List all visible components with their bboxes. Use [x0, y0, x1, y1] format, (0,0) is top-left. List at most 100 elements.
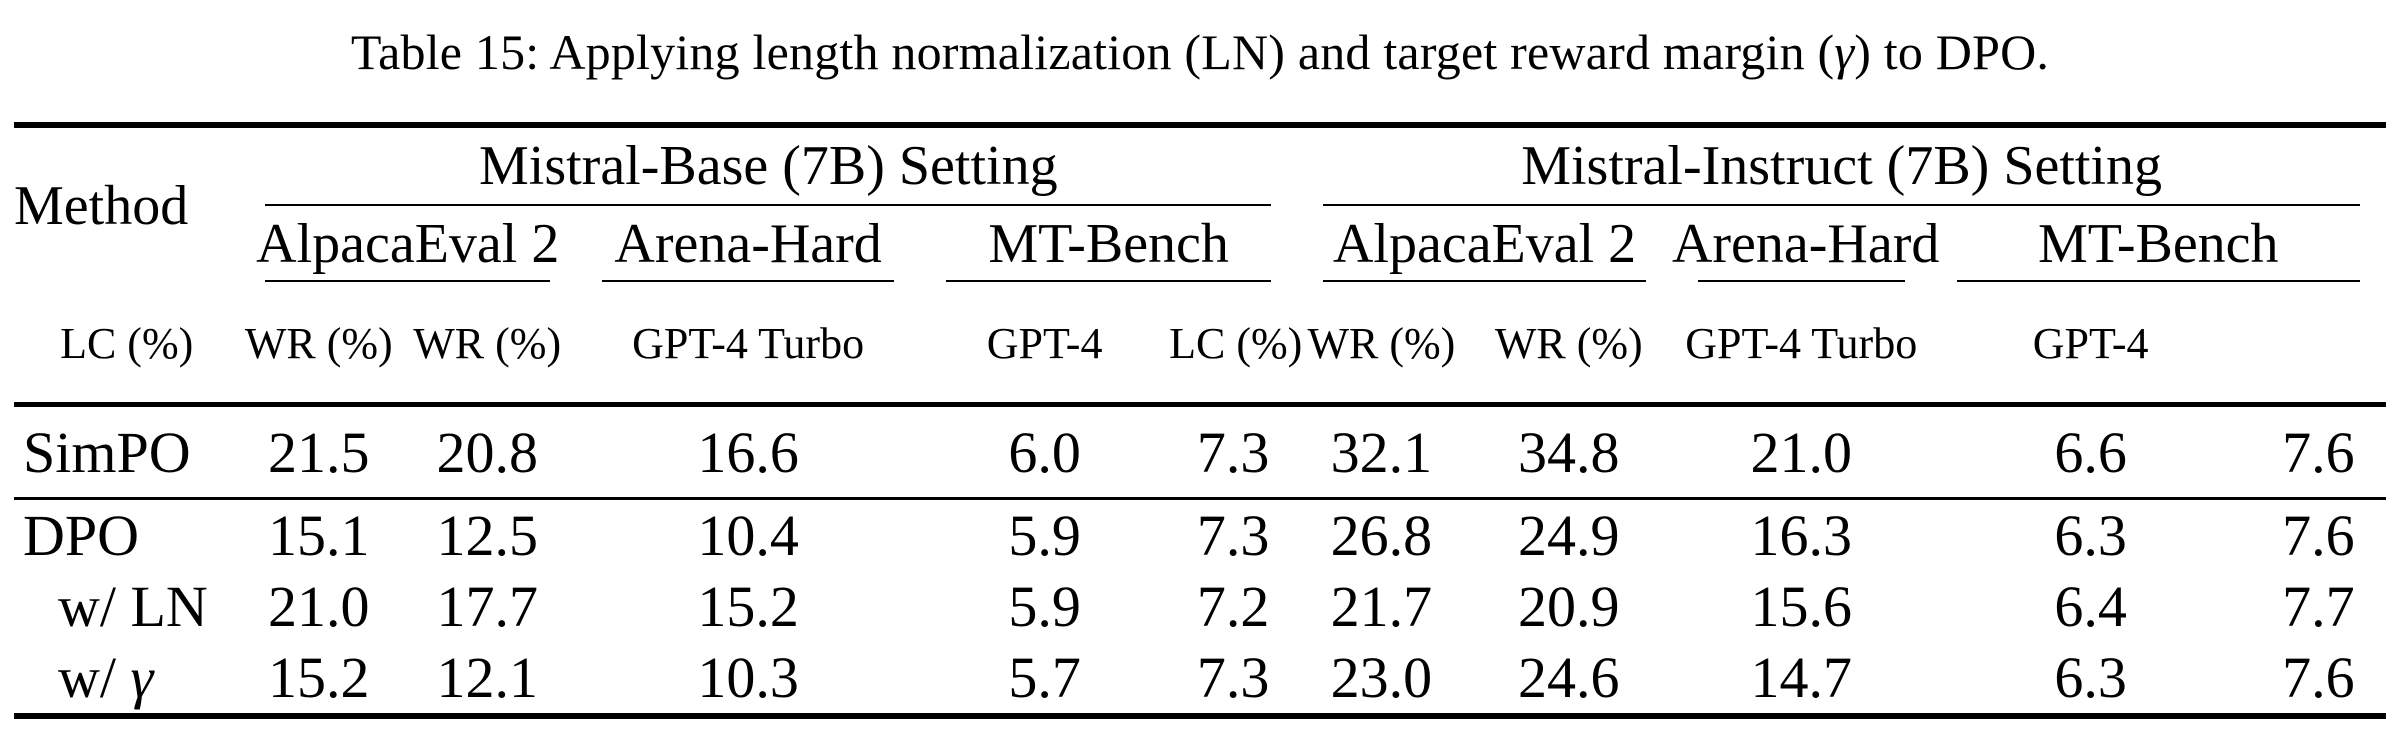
- data-cell: 14.7: [1750, 645, 1852, 710]
- cmidrule: [265, 280, 551, 282]
- group-header-arenahard-base: Arena-Hard: [614, 213, 882, 275]
- metric-header-gpt4turbo-instruct: GPT-4 Turbo: [1685, 318, 1918, 368]
- data-cell: 24.9: [1518, 503, 1620, 568]
- metric-header-lc-instruct: LC (%): [1169, 318, 1303, 368]
- metric-header-gpt4-instruct: GPT-4: [2032, 318, 2149, 368]
- data-cell: 21.0: [268, 574, 370, 639]
- table-row-dpo-gamma: w/ γ 15.2 12.1 10.3 5.7 7.3 23.0 24.6 14…: [14, 642, 2386, 713]
- method-label: w/ LN: [58, 574, 208, 639]
- data-cell: 6.0: [1008, 419, 1081, 485]
- data-cell: 7.7: [2282, 574, 2355, 639]
- data-cell: 12.5: [436, 503, 538, 568]
- bottom-rule-cell: [14, 713, 2386, 719]
- data-cell: 7.3: [1196, 645, 1270, 710]
- method-label: w/: [58, 645, 131, 710]
- metric-header-gpt4turbo-base: GPT-4 Turbo: [632, 318, 865, 368]
- metric-header-lc-base: LC (%): [60, 318, 194, 368]
- cmidrule-cell: [920, 280, 1297, 284]
- cmidrule-cell: [239, 280, 576, 284]
- caption-gamma-symbol: γ: [1834, 24, 1855, 80]
- data-cell: 23.0: [1330, 645, 1433, 710]
- data-cell: 6.3: [2054, 503, 2127, 568]
- data-cell: 20.8: [436, 419, 538, 485]
- cmidrule: [602, 280, 895, 282]
- header-body-rule: [14, 402, 2386, 407]
- metric-header-gpt4-base: GPT-4: [986, 318, 1103, 368]
- data-cell: 21.7: [1330, 574, 1433, 639]
- metric-header-row: LC (%) WR (%) WR (%) GPT-4 Turbo GPT-4 L…: [14, 284, 2386, 402]
- data-cell: 5.9: [1008, 503, 1081, 568]
- data-cell: 15.2: [268, 645, 370, 710]
- table-row-simpo: SimPO 21.5 20.8 16.6 6.0 7.3 32.1 34.8 2…: [14, 407, 2386, 497]
- caption-text-pre: Table 15: Applying length normalization …: [350, 24, 1835, 80]
- top-rule-row: [14, 122, 2386, 128]
- top-rule: [14, 122, 2386, 128]
- data-cell: 24.6: [1518, 645, 1620, 710]
- section-rule: [14, 497, 2386, 500]
- data-cell: 7.3: [1196, 503, 1270, 568]
- cmidrule-cell: [1672, 280, 1931, 284]
- data-cell: 16.3: [1750, 503, 1852, 568]
- data-cell: 12.1: [436, 645, 538, 710]
- metric-header-wr-base: WR (%): [244, 318, 393, 368]
- table-row-dpo: DPO 15.1 12.5 10.4 5.9 7.3 26.8 24.9 16.…: [14, 500, 2386, 571]
- data-cell: 20.9: [1518, 574, 1620, 639]
- group-header-mtbench-instruct: MT-Bench: [2037, 213, 2279, 275]
- results-table: Method Mistral-Base (7B) Setting Mistral…: [14, 122, 2386, 719]
- column-header-method: Method: [14, 175, 189, 237]
- table-caption: Table 15: Applying length normalization …: [0, 0, 2400, 122]
- setting-header-mistral-instruct: Mistral-Instruct (7B) Setting: [1521, 135, 2162, 197]
- cmidrule-cell: [1931, 280, 2386, 284]
- data-cell: 7.6: [2282, 503, 2355, 568]
- benchmark-cmidrule-row: [14, 280, 2386, 284]
- setting-header-mistral-base: Mistral-Base (7B) Setting: [478, 135, 1058, 197]
- top-rule-cell: [14, 122, 2386, 128]
- group-header-mtbench-base: MT-Bench: [988, 213, 1229, 275]
- cmidrule-cell: [576, 280, 920, 284]
- data-cell: 5.7: [1008, 645, 1081, 710]
- header-body-rule-row: [14, 402, 2386, 407]
- metric-header-arenawr-instruct: WR (%): [1494, 318, 1643, 368]
- method-cell: SimPO: [14, 407, 239, 497]
- method-label: DPO: [23, 503, 140, 568]
- settings-cmidrule-row: [14, 204, 2386, 208]
- method-label: SimPO: [23, 419, 191, 485]
- data-cell: 17.7: [436, 574, 538, 639]
- metric-header-arenawr-base: WR (%): [413, 318, 562, 368]
- cmidrule: [1956, 280, 2360, 282]
- benchmark-header-row: AlpacaEval 2 Arena-Hard MT-Bench AlpacaE…: [14, 208, 2386, 280]
- cmidrule: [946, 280, 1272, 282]
- data-cell: 5.9: [1008, 574, 1081, 639]
- data-cell: 32.1: [1330, 419, 1433, 485]
- group-header-alpacaeval2-instruct: AlpacaEval 2: [1332, 213, 1637, 275]
- data-cell: 15.1: [268, 503, 370, 568]
- data-cell: 34.8: [1518, 419, 1620, 485]
- data-cell: 6.6: [2054, 419, 2127, 485]
- bottom-rule: [14, 713, 2386, 719]
- data-cell: 7.3: [1196, 419, 1270, 485]
- data-cell: 6.3: [2054, 645, 2127, 710]
- data-cell: 15.2: [697, 574, 799, 639]
- caption-text-post: ) to DPO.: [1854, 24, 2050, 80]
- settings-header-row: Method Mistral-Base (7B) Setting Mistral…: [14, 128, 2386, 237]
- cmidrule: [265, 204, 1272, 206]
- cmidrule: [1323, 280, 1646, 282]
- cmidrule: [1697, 280, 1905, 282]
- data-cell: 26.8: [1330, 503, 1433, 568]
- data-cell: 21.5: [268, 419, 370, 485]
- cmidrule-cell: [1297, 204, 2386, 208]
- thin-rule-cell: [14, 497, 2386, 500]
- group-header-arenahard-instruct: Arena-Hard: [1671, 213, 1940, 275]
- data-cell: 7.6: [2282, 419, 2355, 485]
- method-cell: w/ γ: [14, 642, 239, 713]
- data-cell: 16.6: [697, 419, 799, 485]
- cmidrule-cell: [239, 204, 1297, 208]
- data-cell: 6.4: [2054, 574, 2127, 639]
- method-cell: w/ LN: [14, 571, 239, 642]
- data-cell: 15.6: [1750, 574, 1852, 639]
- cmidrule: [1323, 204, 2360, 206]
- table-row-dpo-ln: w/ LN 21.0 17.7 15.2 5.9 7.2 21.7 20.9 1…: [14, 571, 2386, 642]
- data-cell: 7.2: [1196, 574, 1270, 639]
- data-cell: 21.0: [1750, 419, 1852, 485]
- cmidrule-cell: [1297, 280, 1672, 284]
